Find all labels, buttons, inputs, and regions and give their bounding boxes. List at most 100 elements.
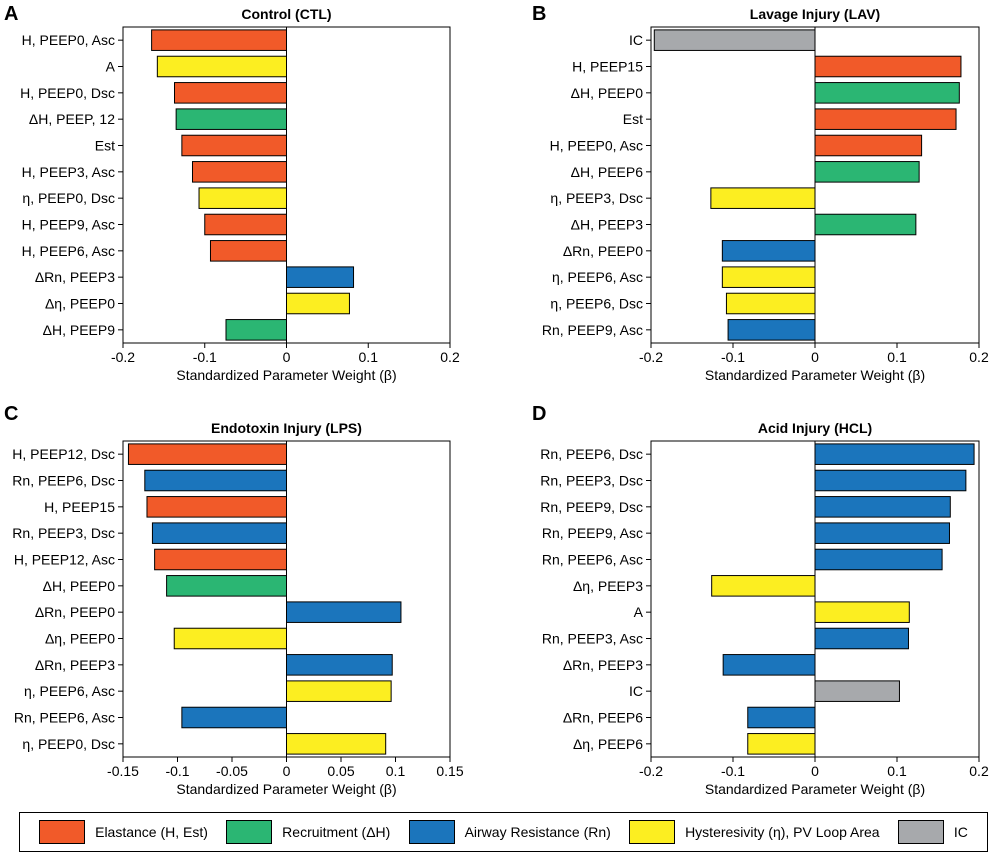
bar-rn-peep6 [747,706,816,729]
legend-swatch-ic [897,820,944,844]
bar-a [814,601,910,623]
bar-est [814,108,957,130]
category-label: Δη, PEEP6 [573,736,643,752]
category-label: H, PEEP6, Asc [22,243,115,259]
x-tick-label: 0.2 [969,349,989,365]
category-label: ΔH, PEEP, 12 [29,111,115,127]
x-axis-label: Standardized Parameter Weight (β) [705,781,925,797]
category-label: H, PEEP0, Asc [22,32,115,48]
category-label: H, PEEP9, Asc [22,217,115,233]
bar-peep6-asc [286,680,392,702]
category-label: H, PEEP12, Asc [14,552,115,568]
category-label: A [634,604,644,620]
panel-label: C [4,403,18,425]
bar-h-peep0 [814,82,960,104]
chart-title: Lavage Injury (LAV) [750,6,880,22]
category-label: Rn, PEEP9, Asc [542,525,643,541]
bar-rn-peep3 [286,266,355,288]
bar-h-peep-12 [175,108,287,130]
bar-rn-peep9-dsc [814,496,951,518]
bar-est [181,134,287,157]
bar-h-peep3-asc [191,161,287,183]
x-tick-label: 0.05 [327,763,354,779]
legend-label-ic: IC [953,824,968,840]
category-label: η, PEEP0, Dsc [22,736,115,752]
bar-h-peep9-asc [204,213,287,236]
category-label: Est [623,111,643,127]
category-label: Δη, PEEP0 [45,296,115,312]
category-label: IC [629,683,643,699]
x-tick-label: 0 [811,763,819,779]
bar-peep0 [286,292,350,315]
bar-rn-peep6-asc [181,706,287,729]
category-label: ΔH, PEEP3 [571,217,644,233]
category-label: ΔH, PEEP6 [571,164,644,180]
legend-item-airway-resistance: Airway Resistance (Rn) [408,820,611,844]
bar-rn-peep6-asc [814,548,943,571]
bar-peep3 [711,575,816,597]
legend-item-recruitment: Recruitment (ΔH) [226,820,390,844]
bar-peep0-dsc [198,187,287,209]
category-label: Rn, PEEP6, Dsc [540,446,643,462]
bar-peep0 [173,627,287,650]
bar-rn-peep9-asc [814,522,950,544]
bar-rn-peep3-dsc [151,522,287,544]
bar-h-peep9 [225,319,288,341]
x-tick-label: 0.1 [887,763,907,779]
bar-ic [814,680,900,702]
x-axis-label: Standardized Parameter Weight (β) [176,367,396,383]
bar-h-peep12-dsc [127,443,287,465]
bar-rn-peep6-dsc [814,443,975,465]
panel-label: B [532,3,546,25]
category-label: ΔRn, PEEP3 [35,657,115,673]
bar-h-peep15 [146,496,287,518]
legend-swatch-recruitment [226,820,273,844]
category-label: ΔH, PEEP0 [571,85,644,101]
category-label: Rn, PEEP6, Asc [14,710,115,726]
x-tick-label: -0.1 [193,349,217,365]
panel-label: A [4,3,18,25]
bar-h-peep6-asc [209,240,287,262]
chart-title: Acid Injury (HCL) [758,420,872,436]
legend-swatch-airway-resistance [408,820,455,844]
x-tick-label: 0 [283,349,291,365]
legend: Elastance (H, Est) Recruitment (ΔH) Airw… [19,812,988,852]
category-label: η, PEEP6, Asc [24,683,115,699]
chart-panel-d: D Acid Injury (HCL) Rn, PEEP6, Dsc Rn, PEEP… [532,403,989,797]
category-label: H, PEEP3, Asc [22,164,115,180]
bar-h-peep0-dsc [174,82,287,104]
category-label: H, PEEP0, Dsc [20,85,115,101]
bar-a [156,55,287,78]
bar-h-peep15 [814,55,962,78]
category-label: η, PEEP6, Asc [552,269,643,285]
bar-ic [653,29,816,51]
category-label: ΔH, PEEP0 [43,578,116,594]
legend-swatch-hysteresivity [629,820,676,844]
bar-h-peep0 [166,575,288,597]
x-tick-label: 0.2 [440,349,460,365]
x-tick-label: 0.1 [359,349,379,365]
bar-peep6-asc [721,266,816,288]
category-label: Rn, PEEP3, Dsc [540,473,643,489]
x-tick-label: -0.05 [216,763,248,779]
bar-rn-peep3 [722,654,816,676]
category-label: ΔH, PEEP9 [43,322,116,338]
bar-h-peep0-asc [151,29,287,51]
bar-rn-peep6-dsc [144,469,287,492]
bar-h-peep6 [814,161,920,183]
bar-peep0-dsc [286,733,387,755]
chart-panel-c: C Endotoxin Injury (LPS) H, PEEP12, Dsc Rn,… [4,403,464,797]
x-tick-label: -0.2 [639,763,663,779]
x-tick-label: 0.2 [969,763,989,779]
category-label: Rn, PEEP6, Asc [542,552,643,568]
x-tick-label: 0.1 [887,349,907,365]
x-tick-label: -0.15 [107,763,139,779]
category-label: η, PEEP0, Dsc [22,190,115,206]
category-label: H, PEEP12, Dsc [12,446,115,462]
chart-panel-b: B Lavage Injury (LAV) IC H, PEEP15 ΔH, PEEP0… [532,3,989,383]
panel-label: D [532,403,546,425]
category-label: Est [95,138,115,154]
x-tick-label: -0.1 [721,349,745,365]
chart-title: Endotoxin Injury (LPS) [211,420,362,436]
